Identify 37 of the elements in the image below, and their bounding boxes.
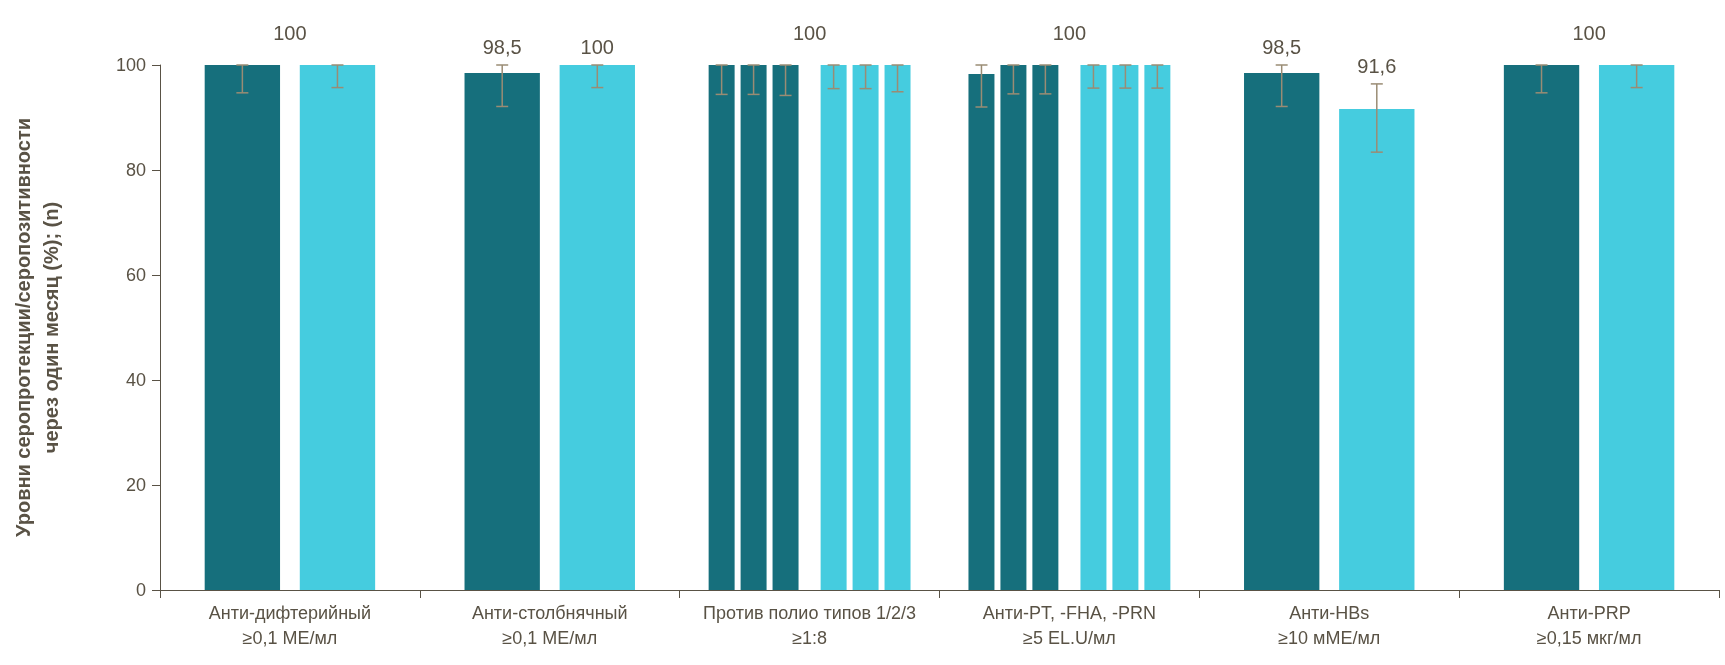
bar bbox=[1244, 72, 1320, 590]
bar bbox=[852, 65, 879, 590]
y-tick-label: 0 bbox=[135, 580, 146, 600]
bar bbox=[1032, 65, 1059, 590]
y-tick-label: 40 bbox=[125, 370, 146, 390]
x-tick-label: Анти-столбнячный ≥0,1 МЕ/мл bbox=[471, 602, 628, 648]
bar bbox=[464, 72, 540, 590]
bar bbox=[1144, 65, 1171, 590]
data-label: 100 bbox=[1052, 22, 1087, 44]
y-tick-label: 60 bbox=[125, 265, 146, 285]
x-tick-label: Анти-PT, -FHA, -PRN ≥5 EL.U/мл bbox=[982, 602, 1157, 648]
bar bbox=[1598, 65, 1675, 590]
bar bbox=[204, 65, 281, 590]
y-tick-label: 80 bbox=[125, 160, 146, 180]
y-axis-title: Уровни серопротекции/серопозитивности через один месяц (%); (n) bbox=[12, 118, 62, 537]
data-label: 100 bbox=[1572, 22, 1606, 44]
bar bbox=[1339, 109, 1415, 590]
x-tick-label: Анти-PRP ≥0,15 мкг/мл bbox=[1536, 602, 1642, 648]
bar bbox=[772, 65, 799, 590]
y-tick-label: 20 bbox=[125, 475, 146, 495]
bar bbox=[740, 65, 767, 590]
data-label: 100 bbox=[273, 22, 307, 44]
bar bbox=[299, 65, 376, 590]
bar bbox=[559, 65, 635, 590]
x-tick-label: Против полио типов 1/2/3 ≥1:8 bbox=[703, 602, 917, 648]
data-label: 100 bbox=[792, 22, 827, 44]
x-tick-label: Анти-дифтерийный ≥0,1 МЕ/мл bbox=[208, 602, 372, 648]
x-tick-label: Анти-HBs ≥10 мМЕ/мл bbox=[1278, 602, 1381, 648]
data-label: 100 bbox=[580, 36, 614, 58]
data-label: 98,5 bbox=[482, 36, 522, 58]
data-label: 98,5 bbox=[1262, 36, 1302, 58]
bar bbox=[1503, 65, 1580, 590]
bar bbox=[1112, 65, 1139, 590]
y-tick-label: 100 bbox=[115, 55, 146, 75]
data-label: 91,6 bbox=[1357, 54, 1397, 77]
bar bbox=[884, 65, 911, 590]
bar bbox=[1000, 65, 1027, 590]
